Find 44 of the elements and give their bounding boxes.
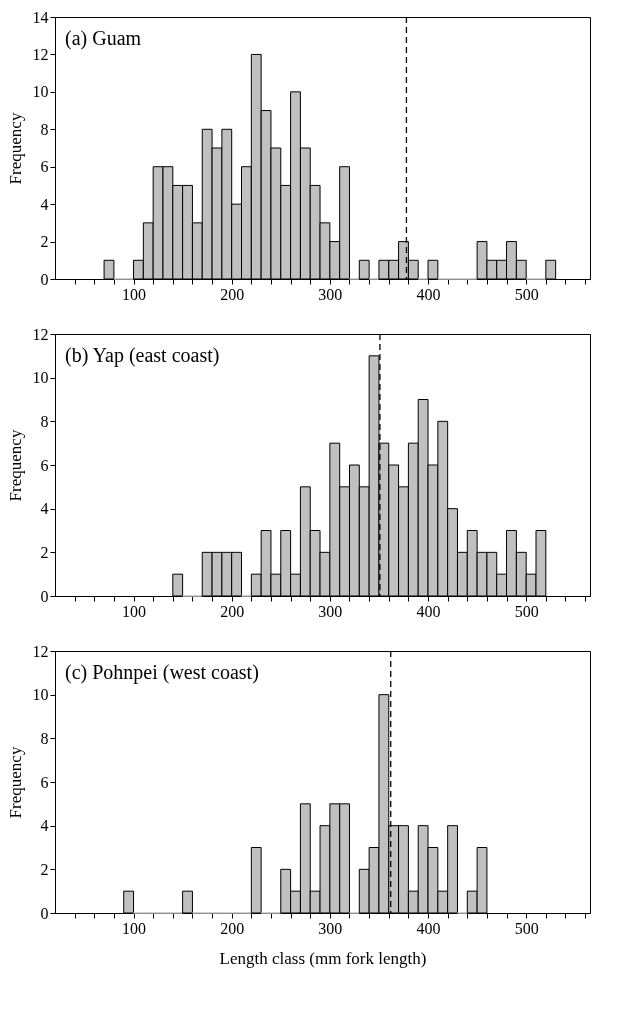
y-axis-title: Frequency (5, 746, 25, 819)
y-axis-title: Frequency (5, 112, 25, 185)
x-tick-label: 300 (318, 285, 343, 303)
y-tick-label: 10 (32, 83, 49, 101)
y-tick-label: 12 (32, 45, 49, 63)
y-tick-label: 8 (40, 120, 49, 138)
y-tick-label: 4 (40, 500, 49, 518)
x-tick-label: 100 (122, 285, 147, 303)
y-tick-label: 10 (32, 686, 49, 704)
y-tick-label: 8 (40, 412, 49, 430)
annotation: (c) Pohnpei (west coast) (65, 661, 259, 684)
y-tick-label: 6 (40, 773, 49, 791)
x-tick-label: 100 (122, 602, 147, 620)
x-tick-label: 400 (416, 285, 441, 303)
y-tick-label: 0 (40, 587, 49, 605)
y-tick-label: 4 (40, 195, 49, 213)
x-tick-label: 200 (220, 919, 245, 937)
x-tick-label: 500 (514, 285, 539, 303)
x-tick-label: 200 (220, 602, 245, 620)
y-tick-label: 12 (32, 642, 49, 660)
y-tick-label: 8 (40, 729, 49, 747)
x-tick-label: 400 (416, 919, 441, 937)
y-tick-label: 10 (32, 369, 49, 387)
y-tick-label: 14 (32, 8, 49, 26)
y-tick-label: 4 (40, 817, 49, 835)
annotation: (b) Yap (east coast) (65, 344, 220, 367)
x-tick-label: 200 (220, 285, 245, 303)
y-tick-label: 0 (40, 904, 49, 922)
x-tick-label: 500 (514, 602, 539, 620)
x-axis-title: Length class (mm fork length) (219, 948, 427, 968)
y-tick-label: 2 (40, 233, 49, 251)
x-tick-label: 300 (318, 919, 343, 937)
y-tick-label: 6 (40, 158, 49, 176)
y-axis-title: Frequency (5, 429, 25, 502)
x-tick-label: 400 (416, 602, 441, 620)
x-tick-label: 300 (318, 602, 343, 620)
y-tick-label: 2 (40, 543, 49, 561)
y-tick-label: 2 (40, 860, 49, 878)
y-tick-label: 6 (40, 456, 49, 474)
y-tick-label: 12 (32, 325, 49, 343)
y-tick-label: 0 (40, 270, 49, 288)
annotation: (a) Guam (65, 27, 142, 50)
x-tick-label: 500 (514, 919, 539, 937)
x-tick-label: 100 (122, 919, 147, 937)
